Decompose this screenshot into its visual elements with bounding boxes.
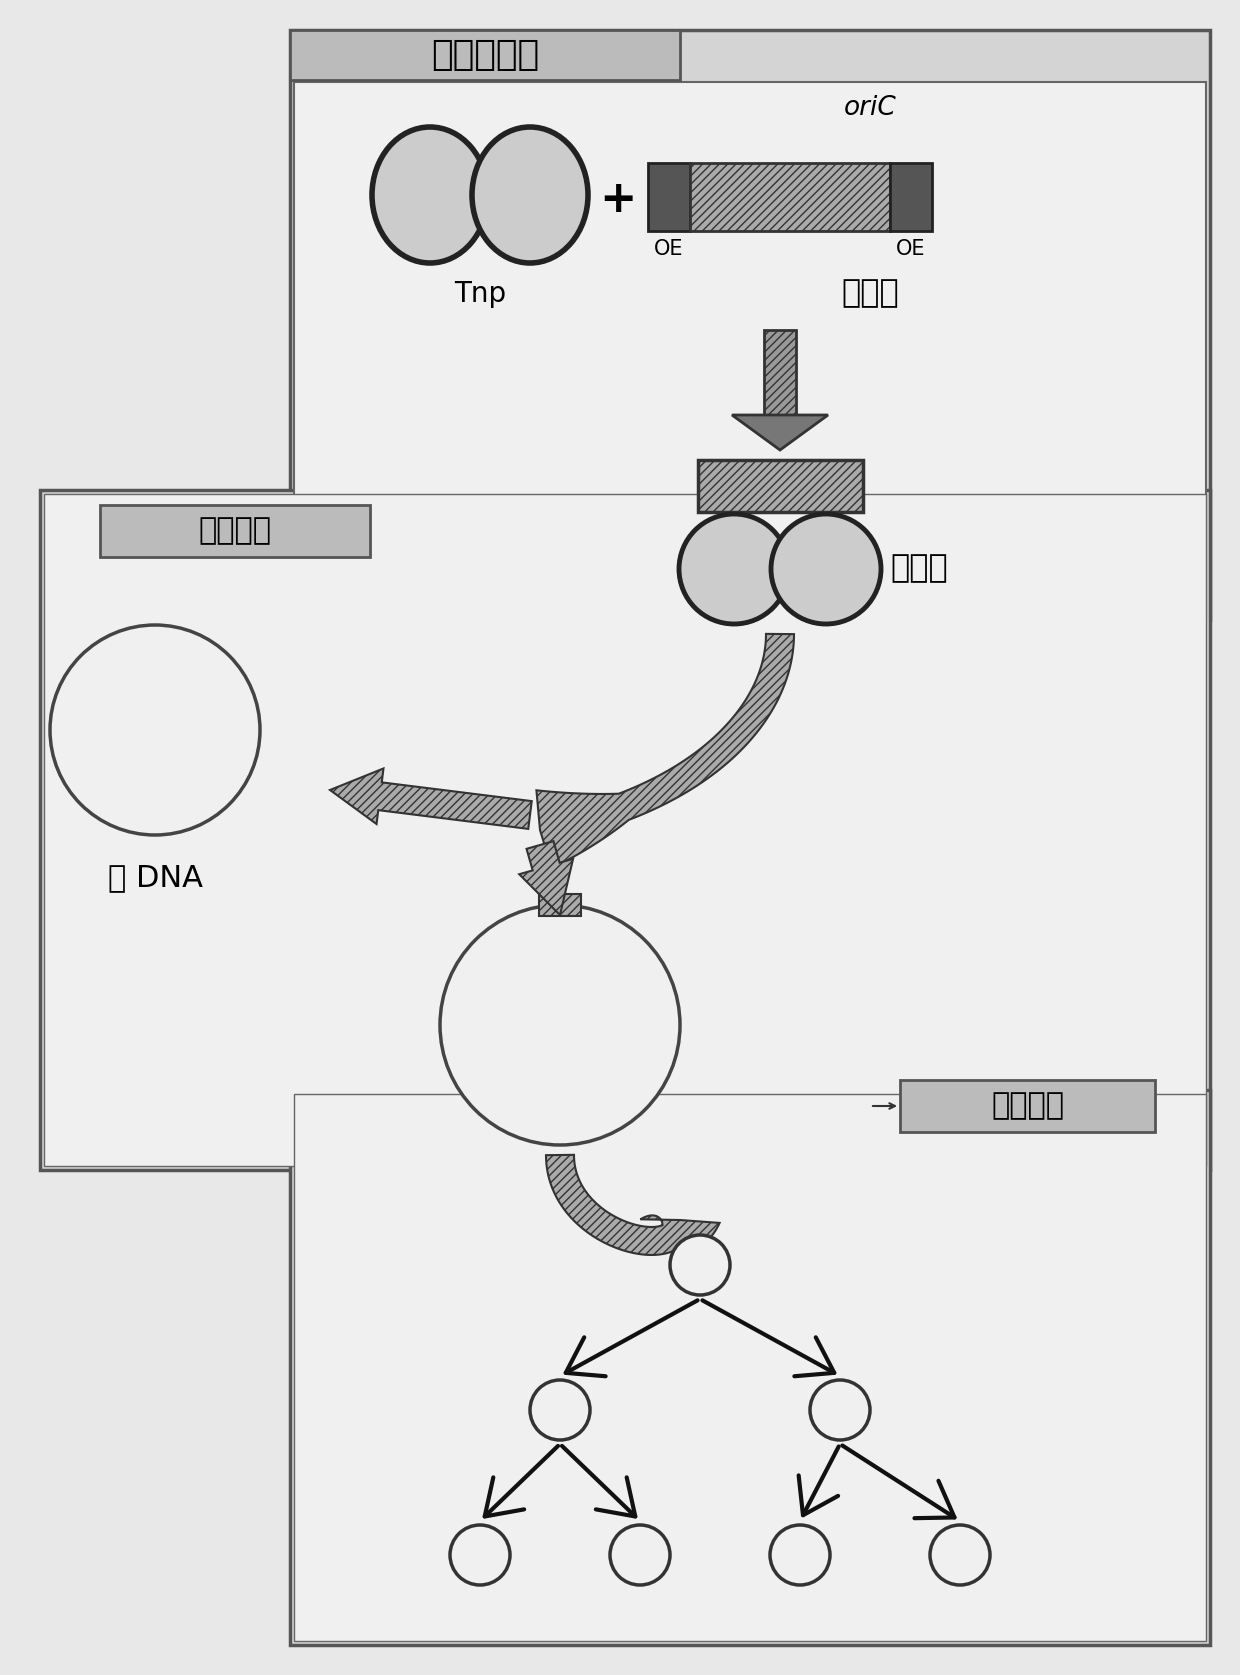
Bar [539,894,582,916]
Ellipse shape [372,127,489,263]
Text: 转座体: 转座体 [890,553,947,585]
Text: oriC: oriC [843,95,897,121]
Polygon shape [732,415,828,451]
Polygon shape [537,633,794,868]
Bar [40,491,1210,1171]
Circle shape [450,1524,510,1585]
Bar [100,504,370,558]
Bar [290,30,680,80]
Circle shape [529,1380,590,1440]
Circle shape [771,514,880,625]
Text: 靶 DNA: 靶 DNA [108,863,202,893]
Bar [764,330,796,415]
Circle shape [50,625,260,836]
Text: +: + [599,179,636,221]
Circle shape [770,1524,830,1585]
Polygon shape [546,1154,719,1255]
Bar [649,162,689,231]
Circle shape [930,1524,990,1585]
Bar [290,30,1210,620]
Bar [294,1094,1207,1642]
Circle shape [440,905,680,1146]
Bar [290,1090,1210,1645]
Text: OE: OE [655,240,683,260]
Text: 转座体形成: 转座体形成 [432,39,539,72]
Bar [890,162,932,231]
Text: Tnp: Tnp [454,280,506,308]
Text: 转座子: 转座子 [841,278,899,308]
Text: 扩增反应: 扩增反应 [991,1092,1064,1121]
Polygon shape [520,841,573,915]
Polygon shape [330,769,532,829]
Circle shape [680,514,789,625]
Bar [689,162,890,231]
Text: 转移反应: 转移反应 [198,516,272,546]
Ellipse shape [472,127,588,263]
Bar [697,461,863,513]
Bar [43,494,1207,1166]
Circle shape [810,1380,870,1440]
Text: OE: OE [897,240,926,260]
Bar [294,82,1207,616]
Circle shape [670,1234,730,1295]
Circle shape [610,1524,670,1585]
Bar [900,1080,1154,1132]
